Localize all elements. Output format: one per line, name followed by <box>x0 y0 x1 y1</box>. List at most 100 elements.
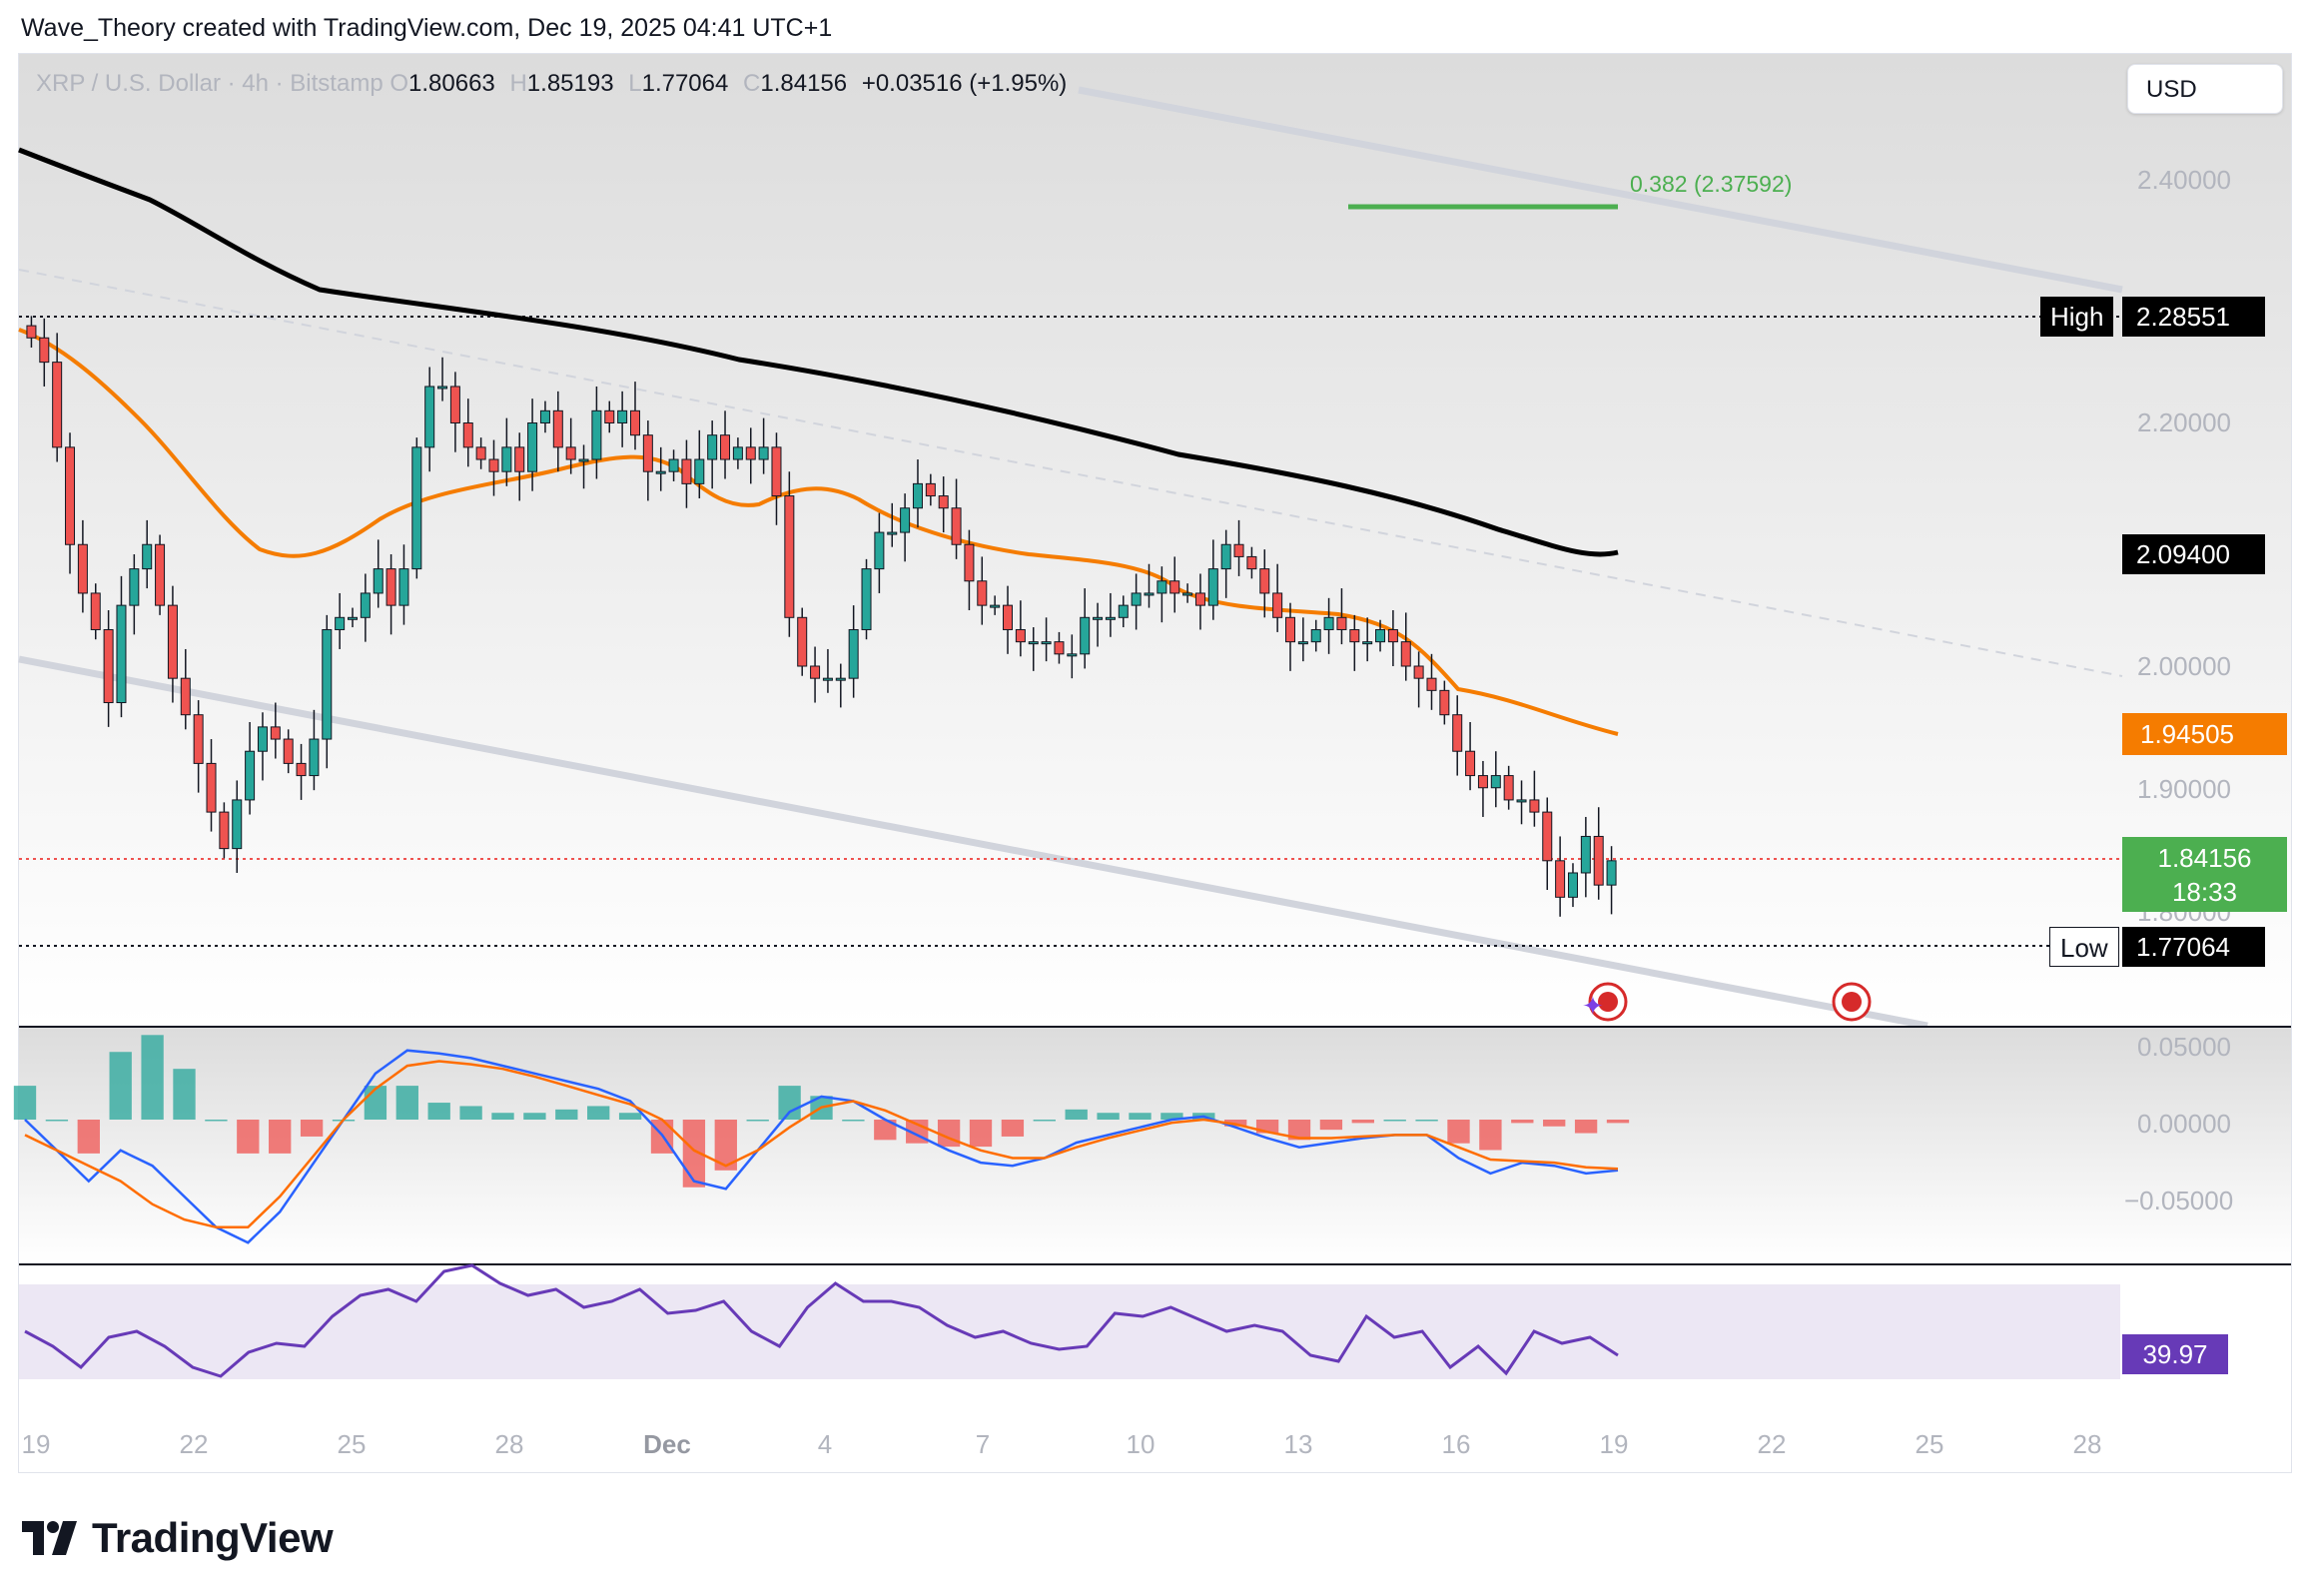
candle-up[interactable] <box>348 616 359 620</box>
candle-down[interactable] <box>629 409 640 436</box>
candle-down[interactable] <box>1272 592 1283 618</box>
candle-down[interactable] <box>283 738 294 764</box>
candle-up[interactable] <box>398 568 409 606</box>
candle-down[interactable] <box>565 446 576 460</box>
candle-down[interactable] <box>1426 677 1437 691</box>
candle-down[interactable] <box>1259 568 1270 594</box>
candle-up[interactable] <box>501 446 512 472</box>
candle-up[interactable] <box>1220 543 1231 570</box>
candle-up[interactable] <box>322 628 333 740</box>
candle-down[interactable] <box>745 446 756 460</box>
candle-down[interactable] <box>951 507 962 545</box>
candle-up[interactable] <box>1105 616 1116 620</box>
candle-up[interactable] <box>732 446 743 460</box>
candle-down[interactable] <box>1284 616 1295 643</box>
candle-down[interactable] <box>1439 689 1450 716</box>
candle-up[interactable] <box>1375 628 1386 643</box>
candle-down[interactable] <box>681 458 692 484</box>
candle-down[interactable] <box>810 665 821 679</box>
macd-signal-line[interactable] <box>24 1060 1619 1229</box>
channel-upper-line[interactable] <box>1078 86 2123 294</box>
candle-up[interactable] <box>424 386 435 448</box>
candle-down[interactable] <box>964 543 975 582</box>
currency-button[interactable]: USD <box>2127 64 2283 114</box>
candle-up[interactable] <box>245 750 256 801</box>
candle-up[interactable] <box>617 409 628 424</box>
event-icons[interactable]: ✦ <box>1582 982 1872 1022</box>
candle-up[interactable] <box>707 434 718 460</box>
candle-up[interactable] <box>1080 616 1091 655</box>
candle-up[interactable] <box>990 604 1001 608</box>
candle-up[interactable] <box>142 543 153 570</box>
candle-down[interactable] <box>1015 628 1026 643</box>
candle-up[interactable] <box>822 677 833 681</box>
rsi-line[interactable] <box>24 1263 1619 1378</box>
candle-up[interactable] <box>373 568 384 594</box>
candle-down[interactable] <box>1593 835 1604 886</box>
candle-down[interactable] <box>219 811 230 850</box>
candle-down[interactable] <box>90 592 101 630</box>
candle-up[interactable] <box>887 531 898 535</box>
candle-down[interactable] <box>296 762 307 777</box>
channel-mid-line[interactable] <box>18 269 2123 677</box>
candle-down[interactable] <box>1336 616 1347 630</box>
candle-up[interactable] <box>1297 641 1308 645</box>
candle-down[interactable] <box>193 714 204 764</box>
candle-down[interactable] <box>77 543 88 594</box>
candle-down[interactable] <box>514 446 525 472</box>
tradingview-logo[interactable]: TradingView <box>22 1513 334 1563</box>
candlestick-series[interactable] <box>26 316 1617 917</box>
ema-line[interactable] <box>18 328 1619 736</box>
candle-down[interactable] <box>604 409 615 424</box>
candle-up[interactable] <box>1567 872 1578 898</box>
candle-down[interactable] <box>1233 543 1244 557</box>
candle-up[interactable] <box>900 507 911 533</box>
candle-up[interactable] <box>1606 860 1617 886</box>
candle-down[interactable] <box>552 409 563 448</box>
candle-down[interactable] <box>1194 592 1205 606</box>
candle-down[interactable] <box>1555 860 1566 898</box>
candle-up[interactable] <box>874 531 885 570</box>
candle-up[interactable] <box>437 386 448 390</box>
candle-up[interactable] <box>668 458 679 472</box>
candle-down[interactable] <box>65 446 76 545</box>
candle-up[interactable] <box>257 726 268 752</box>
candle-up[interactable] <box>309 738 320 777</box>
candle-down[interactable] <box>1169 580 1180 594</box>
candle-down[interactable] <box>771 446 782 497</box>
candle-up[interactable] <box>758 446 769 460</box>
candle-up[interactable] <box>694 458 705 484</box>
candle-down[interactable] <box>26 325 37 339</box>
candle-down[interactable] <box>1477 775 1488 789</box>
candle-up[interactable] <box>1490 775 1501 789</box>
candle-up[interactable] <box>1156 580 1167 594</box>
candle-up[interactable] <box>1144 592 1155 596</box>
candle-up[interactable] <box>411 446 422 570</box>
candle-down[interactable] <box>52 362 63 448</box>
ma200-line[interactable] <box>18 147 1619 557</box>
candle-up[interactable] <box>1182 592 1193 596</box>
candle-down[interactable] <box>1452 714 1463 752</box>
candle-up[interactable] <box>1028 641 1039 645</box>
candle-down[interactable] <box>1349 628 1360 643</box>
candle-down[interactable] <box>206 762 217 813</box>
candle-down[interactable] <box>938 495 949 509</box>
candle-up[interactable] <box>655 470 666 474</box>
candle-down[interactable] <box>449 386 460 424</box>
candle-up[interactable] <box>578 458 589 462</box>
candle-down[interactable] <box>39 337 50 364</box>
candle-up[interactable] <box>129 568 140 606</box>
candle-up[interactable] <box>861 568 872 630</box>
candle-up[interactable] <box>1131 592 1142 606</box>
candle-up[interactable] <box>1580 835 1591 874</box>
candle-down[interactable] <box>180 677 191 716</box>
candle-down[interactable] <box>1503 775 1514 801</box>
candle-up[interactable] <box>835 677 846 681</box>
candle-down[interactable] <box>720 434 731 460</box>
candle-down[interactable] <box>1387 628 1398 643</box>
candle-down[interactable] <box>462 422 473 448</box>
candle-down[interactable] <box>1413 665 1424 679</box>
candle-down[interactable] <box>1542 811 1553 862</box>
candle-up[interactable] <box>360 592 371 618</box>
